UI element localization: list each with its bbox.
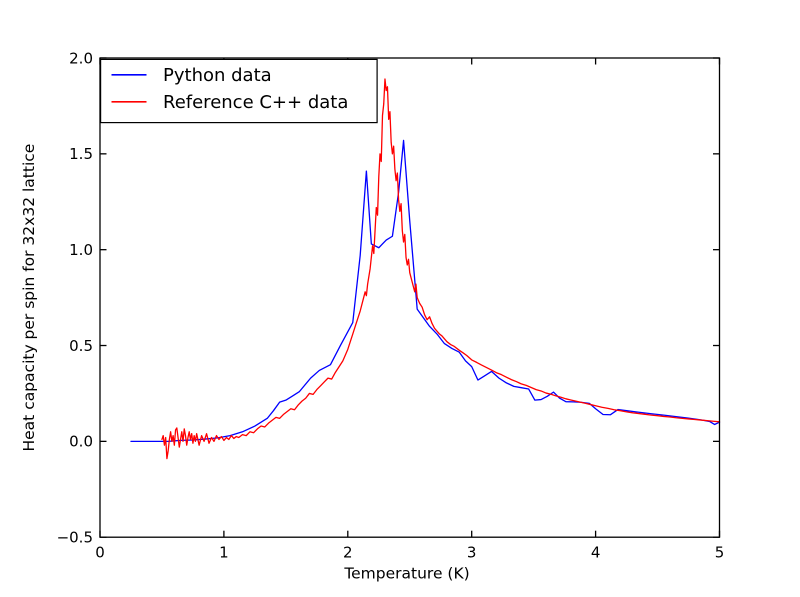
y-tick-label: 1.0 [69,241,93,259]
y-tick-label: −0.5 [57,528,93,546]
x-tick-label: 0 [95,544,105,562]
series-cpp-line [161,78,721,460]
plot-border [99,57,721,538]
x-tick-label: 4 [591,544,601,562]
x-tick-labels: 0 1 2 3 4 5 [95,544,724,562]
x-axis-label: Temperature (K) [343,565,469,583]
x-tick-label: 5 [715,544,725,562]
y-tick-labels: −0.5 0.0 0.5 1.0 1.5 2.0 [57,49,93,546]
x-tick-label: 2 [343,544,353,562]
y-tick-label: 2.0 [69,49,93,67]
legend-label-python: Python data [163,65,272,86]
series-python-line [130,139,721,443]
data-series [130,78,721,460]
y-tick-label: 0.0 [69,433,93,451]
x-tick-label: 1 [219,544,229,562]
y-tick-label: 1.5 [69,145,93,163]
y-axis-label: Heat capacity per spin for 32x32 lattice [20,144,38,452]
x-tick-label: 3 [467,544,477,562]
legend-label-cpp: Reference C++ data [163,92,348,113]
y-tick-label: 0.5 [69,337,93,355]
plot-area [100,58,720,538]
legend: Python data Reference C++ data [99,58,378,124]
legend-box [99,58,378,124]
